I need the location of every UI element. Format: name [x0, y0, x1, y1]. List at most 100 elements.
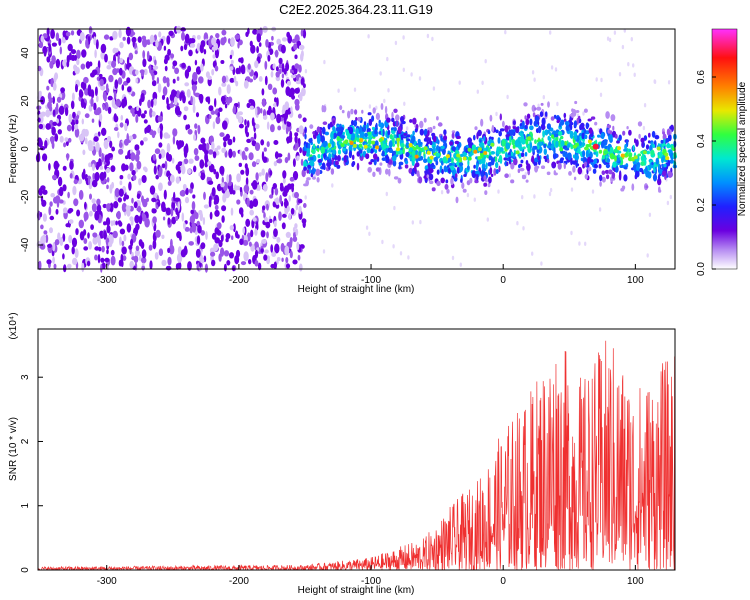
noise-cell — [66, 60, 70, 68]
noise-cell — [242, 239, 249, 246]
signal-cell — [546, 154, 549, 160]
noise-cell — [238, 123, 244, 129]
noise-cell — [214, 209, 220, 217]
noise-cell — [119, 57, 124, 64]
signal-cell — [456, 135, 461, 139]
signal-cell — [460, 178, 463, 183]
signal-cell — [427, 130, 430, 136]
noise-cell — [73, 179, 79, 185]
noise-cell — [196, 42, 201, 52]
noise-cell — [214, 98, 217, 108]
noise-cell — [158, 153, 162, 160]
speckle-cell — [331, 183, 334, 188]
signal-cell — [505, 142, 511, 150]
signal-cell — [423, 117, 427, 123]
noise-cell — [137, 36, 142, 43]
noise-cell — [158, 166, 163, 175]
speckle-cell — [598, 207, 602, 212]
noise-cell — [101, 245, 105, 253]
noise-cell — [273, 261, 277, 270]
noise-cell — [119, 228, 126, 235]
noise-cell — [43, 230, 48, 235]
noise-cell — [232, 105, 236, 115]
noise-cell — [293, 43, 298, 51]
noise-cell — [295, 204, 299, 211]
noise-cell — [152, 216, 157, 224]
spectrogram-marks — [35, 25, 677, 273]
speckle-cell — [486, 217, 489, 222]
noise-cell — [258, 76, 263, 82]
signal-cell — [458, 164, 464, 173]
noise-cell — [290, 74, 296, 79]
signal-cell — [454, 173, 458, 178]
noise-cell — [177, 246, 182, 255]
noise-cell — [252, 29, 258, 35]
noise-cell — [90, 224, 94, 231]
signal-cell — [562, 150, 567, 157]
signal-cell — [546, 123, 552, 130]
noise-cell — [139, 98, 142, 106]
signal-cell — [505, 152, 508, 159]
noise-cell — [192, 71, 198, 82]
noise-cell — [143, 137, 148, 142]
noise-cell — [239, 238, 244, 246]
noise-cell — [150, 98, 154, 108]
colorbar-tick-label: 0.4 — [696, 134, 707, 148]
noise-cell — [109, 140, 113, 148]
signal-cell — [646, 150, 651, 155]
signal-cell — [460, 153, 464, 157]
speckle-cell — [337, 88, 340, 93]
signal-cell — [513, 152, 516, 158]
noise-cell — [221, 29, 227, 36]
noise-cell — [151, 208, 155, 214]
signal-cell — [569, 130, 574, 139]
noise-cell — [120, 253, 124, 263]
signal-cell — [666, 128, 671, 136]
noise-cell — [48, 206, 52, 216]
signal-cell — [380, 103, 384, 110]
signal-cell — [526, 163, 531, 172]
noise-cell — [46, 56, 51, 63]
signal-cell — [423, 153, 426, 159]
signal-cell — [385, 148, 389, 153]
noise-cell — [238, 162, 242, 167]
signal-cell — [611, 153, 615, 160]
noise-cell — [177, 201, 181, 211]
signal-cell — [571, 160, 576, 165]
signal-cell — [518, 152, 522, 159]
noise-cell — [294, 191, 299, 199]
noise-cell — [286, 136, 290, 144]
noise-cell — [212, 54, 216, 59]
signal-cell — [555, 140, 559, 148]
noise-cell — [103, 139, 109, 150]
signal-cell — [428, 147, 433, 152]
noise-cell — [172, 135, 176, 145]
noise-cell — [136, 105, 139, 111]
noise-cell — [266, 141, 270, 148]
noise-cell — [89, 193, 92, 200]
y-tick-label: -40 — [20, 237, 31, 252]
signal-cell — [577, 166, 583, 175]
noise-cell — [284, 157, 289, 164]
x-tick-label: 100 — [627, 576, 644, 587]
noise-cell — [294, 141, 299, 150]
noise-cell — [109, 233, 112, 244]
signal-cell — [466, 165, 470, 171]
noise-cell — [73, 124, 79, 130]
speckle-cell — [643, 103, 647, 108]
noise-cell — [40, 35, 45, 44]
speckle-cell — [381, 239, 384, 245]
signal-cell — [367, 145, 372, 149]
signal-cell — [370, 159, 375, 163]
noise-cell — [294, 132, 299, 137]
noise-cell — [119, 180, 123, 186]
noise-cell — [90, 97, 94, 107]
noise-cell — [64, 137, 69, 142]
signal-cell — [612, 125, 615, 131]
signal-cell — [451, 146, 456, 152]
signal-cell — [404, 164, 409, 169]
noise-cell — [81, 262, 85, 273]
signal-cell — [391, 117, 395, 123]
y-tick-label: 2 — [20, 438, 31, 444]
signal-cell — [495, 169, 499, 174]
